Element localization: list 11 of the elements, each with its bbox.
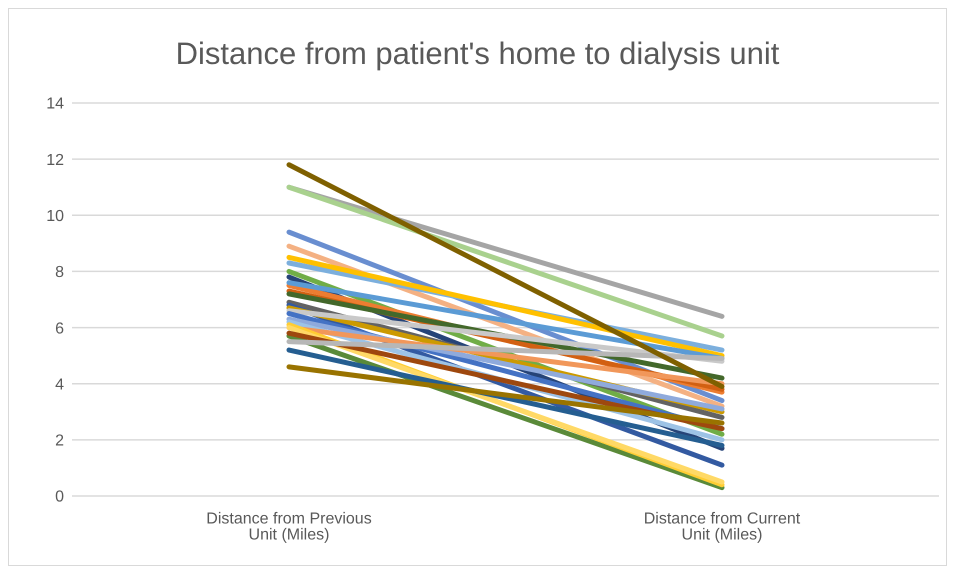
y-tick-label: 0	[55, 488, 64, 506]
y-tick-label: 10	[46, 208, 64, 225]
y-tick-label: 14	[46, 96, 64, 113]
y-tick-label: 8	[55, 264, 64, 282]
x-tick-label: Distance from Current Unit (Miles)	[644, 510, 801, 544]
chart-title: Distance from patient's home to dialysis unit	[174, 36, 780, 72]
y-tick-label: 2	[55, 432, 64, 450]
x-tick-label: Distance from Previous Unit (Miles)	[206, 510, 372, 544]
y-tick-label: 12	[46, 152, 64, 169]
y-tick-label: 6	[55, 320, 64, 338]
y-tick-label: 4	[55, 376, 64, 394]
